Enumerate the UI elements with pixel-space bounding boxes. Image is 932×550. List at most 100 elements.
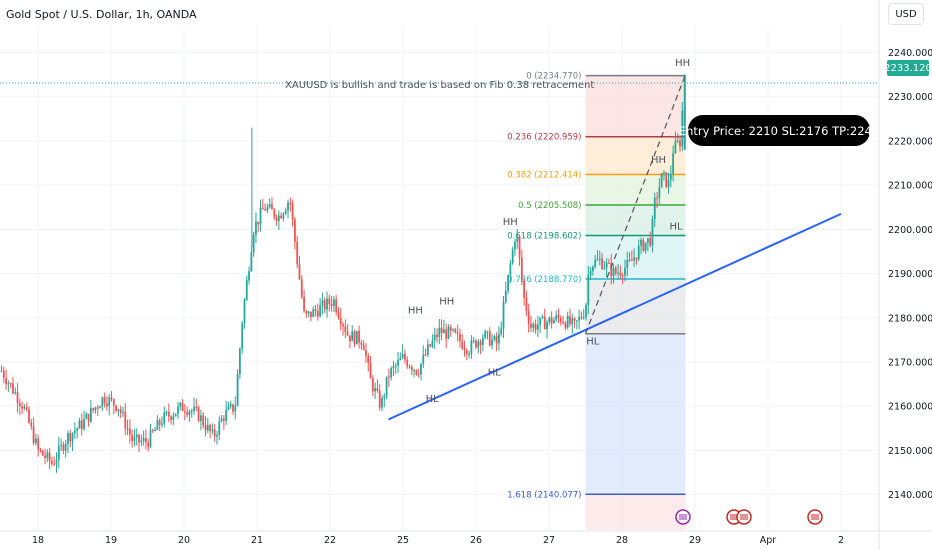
x-tick-label: Apr	[760, 535, 777, 546]
candle-body	[216, 434, 218, 437]
candle-body	[431, 340, 434, 347]
candle-body	[484, 331, 487, 338]
candle-body	[564, 323, 567, 328]
candle-body	[626, 259, 629, 268]
candle-body	[612, 267, 615, 277]
candle-body	[335, 299, 338, 312]
candle-body	[188, 411, 191, 415]
candle-body	[213, 429, 216, 437]
candle-body	[133, 437, 136, 441]
candle-body	[573, 318, 576, 321]
candle-body	[165, 412, 168, 414]
candle-body	[296, 241, 299, 265]
candle-body	[172, 416, 175, 420]
fib-level-label: 0.618 (2198.602)	[507, 232, 581, 242]
candle-body	[2, 370, 5, 379]
candle-body	[268, 204, 271, 208]
candle-body	[500, 328, 503, 335]
candle-body	[163, 412, 166, 424]
y-tick-label: 2180.000	[888, 313, 932, 324]
analysis-note: XAUUSD is bullish and trade is based on …	[285, 80, 595, 91]
chart-title: Gold Spot / U.S. Dollar, 1h, OANDA	[6, 8, 197, 21]
candle-body	[323, 300, 326, 310]
candle-body	[387, 376, 390, 378]
candle-body	[614, 267, 617, 274]
candle-body	[261, 207, 264, 210]
x-tick-label: 21	[251, 535, 263, 546]
fib-zone	[585, 494, 686, 530]
candle-body	[110, 397, 113, 400]
candle-body	[397, 360, 399, 366]
y-tick-label: 2230.000	[888, 92, 932, 103]
candle-body	[663, 172, 665, 174]
candle-body	[200, 415, 202, 421]
candle-body	[131, 434, 134, 441]
candle-body	[376, 388, 379, 391]
candle-body	[644, 242, 647, 251]
candle-body	[51, 461, 53, 464]
candle-body	[197, 407, 200, 421]
candle-body	[48, 452, 51, 462]
candle-body	[147, 442, 150, 447]
candle-body	[23, 406, 26, 409]
candle-body	[463, 348, 466, 351]
candle-body	[300, 279, 303, 297]
candle-body	[44, 455, 46, 459]
swing-label: HH	[408, 305, 423, 316]
candle-body	[101, 397, 104, 407]
candle-body	[413, 369, 415, 371]
candle-body	[516, 236, 519, 242]
candle-body	[493, 336, 496, 340]
candle-body	[94, 407, 97, 411]
candle-body	[64, 443, 67, 451]
candle-body	[669, 173, 672, 181]
candle-body	[319, 305, 322, 317]
candle-body	[321, 300, 324, 306]
candle-body	[543, 316, 546, 330]
candle-body	[238, 348, 241, 375]
candle-body	[291, 202, 294, 220]
candle-body	[183, 410, 186, 413]
candle-body	[555, 315, 558, 320]
candle-body	[557, 315, 560, 318]
candle-body	[12, 383, 14, 394]
candle-body	[401, 353, 404, 359]
candle-body	[559, 317, 562, 323]
candle-body	[546, 322, 548, 330]
candle-body	[344, 326, 347, 333]
grid-lines	[0, 26, 878, 530]
candle-body	[569, 315, 571, 325]
swing-label: HL	[669, 221, 683, 232]
candle-body	[495, 336, 498, 344]
x-tick-label: 18	[32, 535, 44, 546]
candle-body	[287, 202, 289, 211]
candle-body	[330, 303, 333, 307]
candle-body	[406, 359, 409, 367]
candle-body	[385, 376, 388, 397]
candle-body	[248, 271, 250, 281]
event-icon-flag	[730, 514, 738, 520]
x-tick-label: 19	[105, 535, 117, 546]
candle-body	[241, 323, 244, 349]
candle-body	[326, 298, 328, 310]
candle-body	[601, 258, 603, 269]
candle-body	[124, 411, 127, 429]
candle-body	[365, 350, 367, 356]
swing-label: HL	[488, 367, 502, 378]
candle-body	[225, 409, 228, 421]
candle-body	[264, 209, 267, 211]
candle-body	[122, 411, 124, 413]
candle-body	[39, 449, 42, 451]
candle-body	[665, 172, 668, 187]
candle-body	[89, 408, 92, 422]
currency-selector[interactable]: USD	[888, 3, 924, 25]
candle-body	[459, 333, 461, 342]
candle-body	[541, 316, 544, 318]
candle-body	[76, 428, 79, 431]
candle-body	[151, 430, 154, 432]
candle-body	[486, 331, 489, 333]
fib-zone	[585, 333, 686, 495]
candle-body	[92, 408, 95, 411]
